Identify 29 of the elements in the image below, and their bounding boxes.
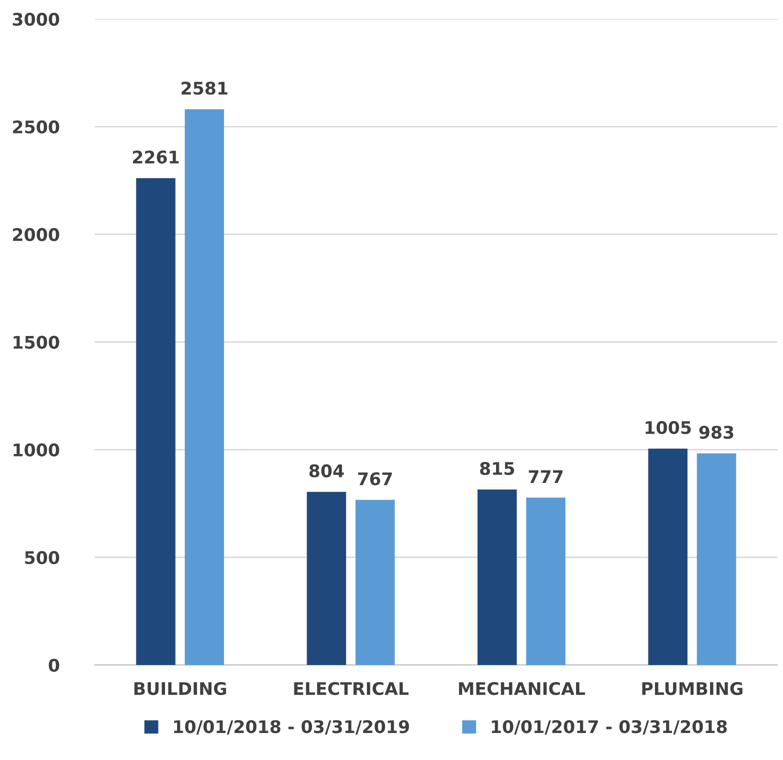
bar xyxy=(136,178,176,665)
bar xyxy=(355,500,395,665)
x-tick-label: BUILDING xyxy=(134,682,226,696)
x-tick-label: ELECTRICAL xyxy=(294,682,409,696)
y-tick-label: 1500 xyxy=(14,336,60,349)
bar xyxy=(696,453,736,665)
bar xyxy=(306,492,346,665)
bar xyxy=(526,498,566,665)
legend-label: 10/01/2017 - 03/31/2018 xyxy=(492,720,727,735)
y-tick-label: 2500 xyxy=(13,120,60,134)
y-tick-label: 3000 xyxy=(12,12,60,26)
y-tick-label: 2000 xyxy=(13,228,60,242)
data-label: 767 xyxy=(358,472,392,486)
y-tick-label: 500 xyxy=(25,551,60,564)
data-label: 777 xyxy=(528,470,563,483)
legend-label: 10/01/2018 - 03/31/2019 xyxy=(174,720,409,735)
y-tick-label: 1000 xyxy=(14,443,60,457)
bar xyxy=(184,109,224,665)
x-tick-label: PLUMBING xyxy=(642,682,742,696)
data-label: 815 xyxy=(480,462,514,476)
data-label: 804 xyxy=(309,464,344,478)
x-tick-label: MECHANICAL xyxy=(459,682,586,696)
data-label: 2261 xyxy=(132,150,179,164)
bar xyxy=(478,490,517,665)
data-label: 1005 xyxy=(646,420,691,434)
y-tick-label: 0 xyxy=(48,658,60,672)
data-label: 983 xyxy=(699,426,734,439)
data-label: 2581 xyxy=(182,82,228,95)
bar xyxy=(648,448,688,665)
